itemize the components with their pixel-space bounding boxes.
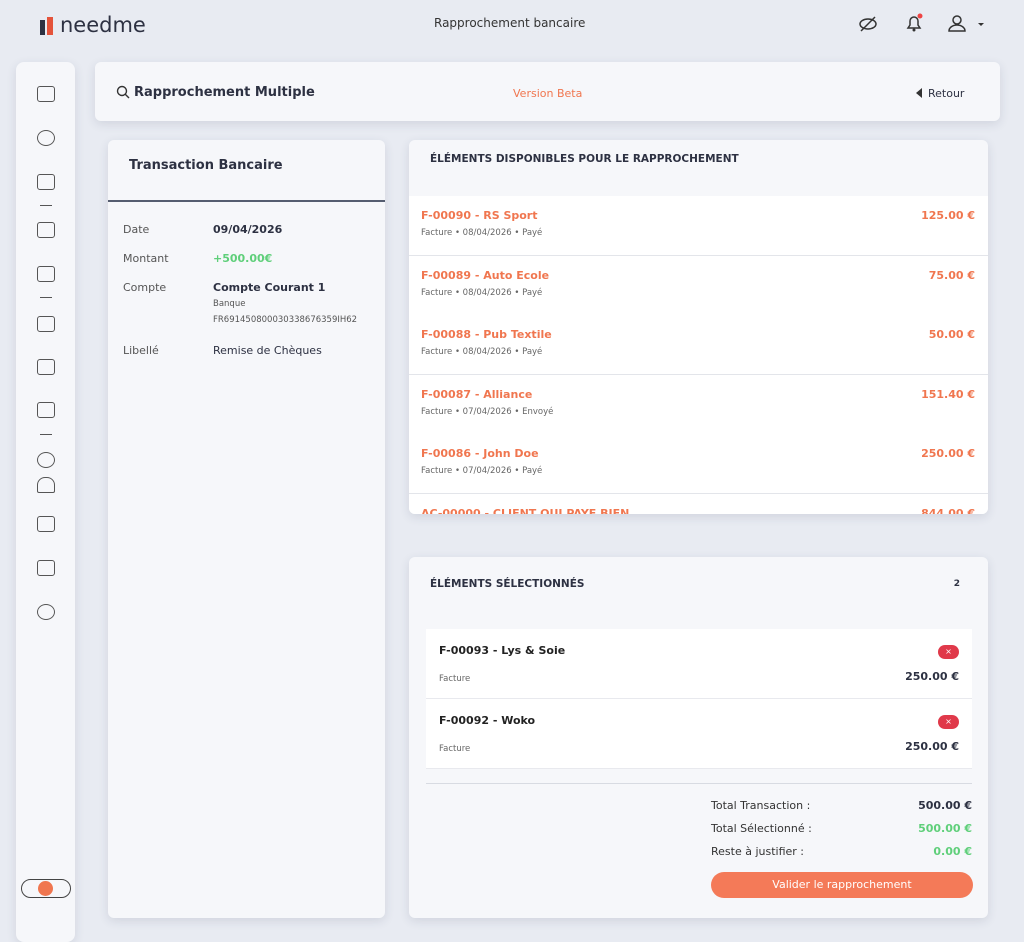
item-amount: 250.00 € bbox=[921, 447, 975, 461]
logo bbox=[40, 17, 54, 35]
item-meta: Facture • 07/04/2026 • Payé bbox=[421, 466, 543, 477]
available-item[interactable]: F-00087 - Alliance Facture • 07/04/2026 •… bbox=[409, 374, 988, 435]
nav-icon[interactable] bbox=[37, 86, 55, 102]
total-label: Total Transaction : bbox=[711, 799, 811, 812]
nav-icon[interactable] bbox=[37, 452, 55, 468]
item-amount: 151.40 € bbox=[921, 387, 975, 401]
notification-icon[interactable] bbox=[904, 13, 924, 33]
item-ref: F-00093 - Lys & Soie bbox=[439, 644, 566, 657]
item-ref: F-00086 - John Doe bbox=[421, 447, 539, 461]
field-label: Libellé bbox=[123, 344, 159, 357]
selected-card: ÉLÉMENTS SÉLECTIONNÉS 2 F-00093 - Lys & … bbox=[409, 557, 988, 918]
nav-icon[interactable] bbox=[37, 266, 55, 282]
count: 2 bbox=[953, 579, 960, 589]
remove-button[interactable]: × bbox=[938, 645, 959, 659]
nav-icon[interactable] bbox=[37, 516, 55, 532]
nav-icon[interactable] bbox=[37, 560, 55, 576]
nav-icon[interactable] bbox=[37, 402, 55, 418]
field-sub: FR691450800030338676359IH62 bbox=[213, 315, 358, 325]
field-label: Compte bbox=[123, 281, 167, 294]
item-ref: F-00092 - Woko bbox=[439, 714, 536, 727]
total-value: 500.00 € bbox=[918, 822, 972, 835]
item-ref: F-00089 - Auto Ecole bbox=[421, 268, 550, 282]
item-amount: 75.00 € bbox=[928, 268, 975, 282]
available-card: ÉLÉMENTS DISPONIBLES POUR LE RAPPROCHEME… bbox=[409, 140, 988, 514]
page-title: Rapprochement Multiple bbox=[134, 85, 315, 100]
available-item[interactable]: F-00089 - Auto Ecole Facture • 08/04/2026… bbox=[409, 255, 988, 316]
item-meta: Facture • 08/04/2026 • Payé bbox=[421, 228, 543, 238]
nav-icon[interactable] bbox=[37, 130, 55, 146]
item-meta: Facture • 08/04/2026 • Payé bbox=[421, 287, 543, 298]
badge: Version Beta bbox=[513, 87, 583, 100]
brand: needme bbox=[60, 13, 146, 37]
item-amount: 125.00 € bbox=[921, 209, 975, 222]
nav-icon[interactable] bbox=[37, 604, 55, 620]
field-sub: Banque bbox=[213, 299, 246, 309]
back-button[interactable]: Retour bbox=[928, 87, 965, 100]
available-item[interactable]: AC-00000 - CLIENT QUI PAYE BIEN 844.00 € bbox=[409, 494, 988, 514]
nav-icon[interactable] bbox=[37, 477, 55, 493]
header-title: Rapprochement bancaire bbox=[434, 16, 586, 30]
search-icon bbox=[116, 85, 130, 99]
nav-icon[interactable] bbox=[37, 222, 55, 238]
card-title: ÉLÉMENTS SÉLECTIONNÉS bbox=[430, 578, 585, 590]
field-value: Compte Courant 1 bbox=[213, 281, 326, 294]
remove-button[interactable]: × bbox=[938, 715, 959, 729]
item-amount: 250.00 € bbox=[905, 740, 959, 753]
item-type: Facture bbox=[439, 744, 471, 754]
field-value: +500.00€ bbox=[213, 252, 273, 265]
total-label: Reste à justifier : bbox=[711, 845, 805, 858]
validate-button[interactable]: Valider le rapprochement bbox=[711, 872, 973, 898]
item-amount: 250.00 € bbox=[905, 670, 959, 683]
total-value: 0.00 € bbox=[933, 845, 972, 858]
available-item[interactable]: F-00086 - John Doe Facture • 07/04/2026 •… bbox=[409, 434, 988, 495]
item-ref: AC-00000 - CLIENT QUI PAYE BIEN bbox=[421, 507, 630, 514]
item-amount: 50.00 € bbox=[928, 328, 975, 342]
selected-item: F-00093 - Lys & Soie Facture × 250.00 € bbox=[426, 629, 972, 699]
item-type: Facture bbox=[439, 674, 471, 684]
nav-icon[interactable] bbox=[37, 359, 55, 375]
item-meta: Facture • 07/04/2026 • Envoyé bbox=[421, 406, 554, 417]
field-value: 09/04/2026 bbox=[213, 223, 283, 236]
item-amount: 844.00 € bbox=[921, 507, 975, 514]
total-label: Total Sélectionné : bbox=[711, 822, 812, 835]
item-meta: Facture • 08/04/2026 • Payé bbox=[421, 347, 543, 358]
page-header: Rapprochement Multiple Version Beta Reto… bbox=[95, 62, 1000, 121]
card-title: Transaction Bancaire bbox=[129, 158, 283, 173]
available-item[interactable]: F-00090 - RS Sport Facture • 08/04/2026 •… bbox=[409, 196, 988, 256]
item-ref: F-00088 - Pub Textile bbox=[421, 328, 552, 342]
theme-toggle[interactable] bbox=[21, 879, 71, 898]
field-label: Date bbox=[123, 223, 150, 236]
selected-item: F-00092 - Woko Facture × 250.00 € bbox=[426, 699, 972, 769]
item-ref: F-00090 - RS Sport bbox=[421, 209, 538, 222]
transaction-card: Transaction Bancaire Date 09/04/2026 Monta… bbox=[108, 140, 385, 918]
nav-icon[interactable] bbox=[37, 316, 55, 332]
back-arrow bbox=[916, 88, 922, 98]
field-label: Montant bbox=[123, 252, 169, 265]
available-item[interactable]: F-00088 - Pub Textile Facture • 08/04/202… bbox=[409, 315, 988, 376]
sidebar bbox=[16, 62, 75, 942]
item-ref: F-00087 - Alliance bbox=[421, 387, 533, 401]
card-title: ÉLÉMENTS DISPONIBLES POUR LE RAPPROCHEME… bbox=[430, 153, 739, 165]
user-menu[interactable] bbox=[946, 13, 986, 33]
field-value: Remise de Chèques bbox=[213, 344, 322, 357]
total-value: 500.00 € bbox=[918, 799, 972, 812]
nav-icon[interactable] bbox=[37, 174, 55, 190]
visibility-icon[interactable] bbox=[858, 14, 878, 34]
